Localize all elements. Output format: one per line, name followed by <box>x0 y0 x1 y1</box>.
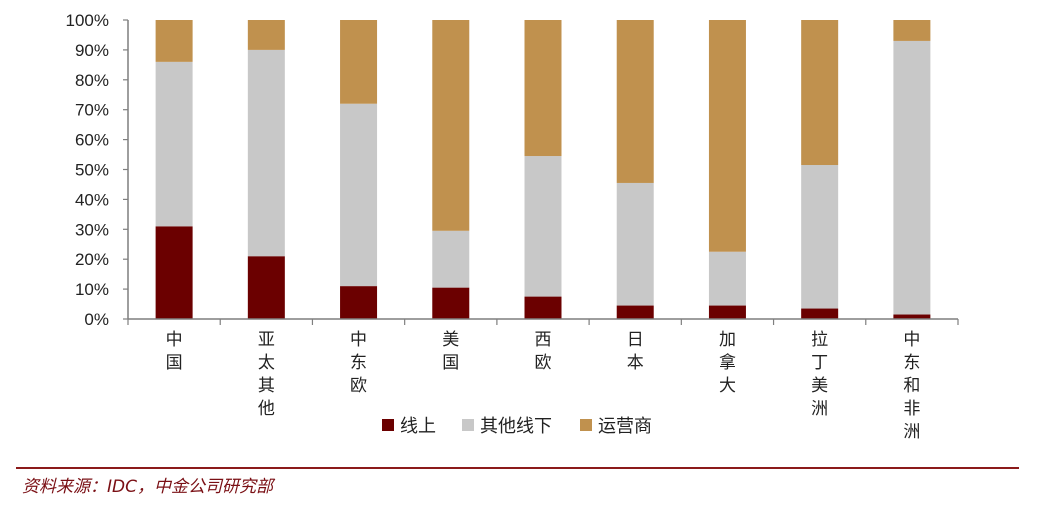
bar-segment-2-2 <box>247 49 285 257</box>
y-tick-label: 80% <box>75 71 109 90</box>
bar-segment-2-8 <box>801 165 839 309</box>
x-tick-label: 西欧 <box>535 330 552 373</box>
bar-segment-3-6 <box>616 20 654 183</box>
source-note: 资料来源：IDC，中金公司研究部 <box>22 477 273 497</box>
bar-segment-2-5 <box>524 156 562 297</box>
bar-segment-1-5 <box>524 296 562 319</box>
y-tick-label: 20% <box>75 250 109 269</box>
y-axis: 0% 10% 20% 30% 40% 50% 60% 70% 80% 90% 100% <box>66 11 129 329</box>
x-tick-label: 中东和非洲 <box>903 330 920 442</box>
legend-swatch-2 <box>462 419 474 431</box>
bar-segment-3-7 <box>708 20 746 252</box>
bar-segment-2-4 <box>432 230 470 288</box>
bar-segment-3-9 <box>893 20 931 41</box>
y-tick-label: 70% <box>75 101 109 120</box>
x-tick-label: 拉丁美洲 <box>811 330 828 419</box>
y-tick-label: 10% <box>75 280 109 299</box>
footer-divider <box>16 467 1019 469</box>
legend-label-1: 线上 <box>400 416 436 437</box>
bar-segment-3-1 <box>155 20 193 62</box>
bar-segment-1-7 <box>708 305 746 319</box>
bar-segment-1-6 <box>616 305 654 319</box>
bar-segment-1-1 <box>155 226 193 319</box>
legend-swatch-3 <box>580 419 592 431</box>
y-tick-label: 40% <box>75 190 109 209</box>
bar-segment-2-3 <box>340 103 378 287</box>
bar-segment-2-7 <box>708 251 746 306</box>
x-tick-label: 日本 <box>627 330 644 373</box>
x-tick-label: 美国 <box>442 330 459 373</box>
x-tick-label: 亚太其他 <box>258 330 275 419</box>
bar-segment-3-2 <box>247 20 285 50</box>
bar-segment-2-1 <box>155 61 193 227</box>
legend: 线上 其他线下 运营商 <box>382 416 652 437</box>
bar-segment-2-6 <box>616 182 654 306</box>
y-tick-label: 90% <box>75 41 109 60</box>
y-tick-label: 50% <box>75 161 109 180</box>
bar-segment-1-2 <box>247 256 285 319</box>
x-tick-label: 中东欧 <box>350 330 367 396</box>
bar-segment-3-5 <box>524 20 562 157</box>
y-tick-label: 0% <box>84 310 109 329</box>
bar-segment-1-4 <box>432 287 470 319</box>
y-tick-label: 100% <box>66 11 109 30</box>
bar-segment-1-3 <box>340 286 378 319</box>
y-tick-label: 60% <box>75 131 109 150</box>
x-axis: 中国 亚太其他 中东欧 美国 西欧 日本 加拿大 拉丁美洲 中东和非洲 <box>127 318 959 442</box>
x-tick-label: 加拿大 <box>719 330 736 396</box>
bar-segment-1-8 <box>801 308 839 319</box>
legend-swatch-1 <box>382 419 394 431</box>
bars-group <box>155 20 931 319</box>
legend-label-2: 其他线下 <box>480 416 552 437</box>
bar-segment-3-8 <box>801 20 839 166</box>
legend-label-3: 运营商 <box>598 416 652 437</box>
x-tick-label: 中国 <box>166 330 183 373</box>
bar-segment-1-9 <box>893 314 931 319</box>
bar-segment-3-3 <box>340 20 378 104</box>
bar-segment-3-4 <box>432 20 470 231</box>
bar-segment-2-9 <box>893 40 931 315</box>
y-tick-label: 30% <box>75 220 109 239</box>
